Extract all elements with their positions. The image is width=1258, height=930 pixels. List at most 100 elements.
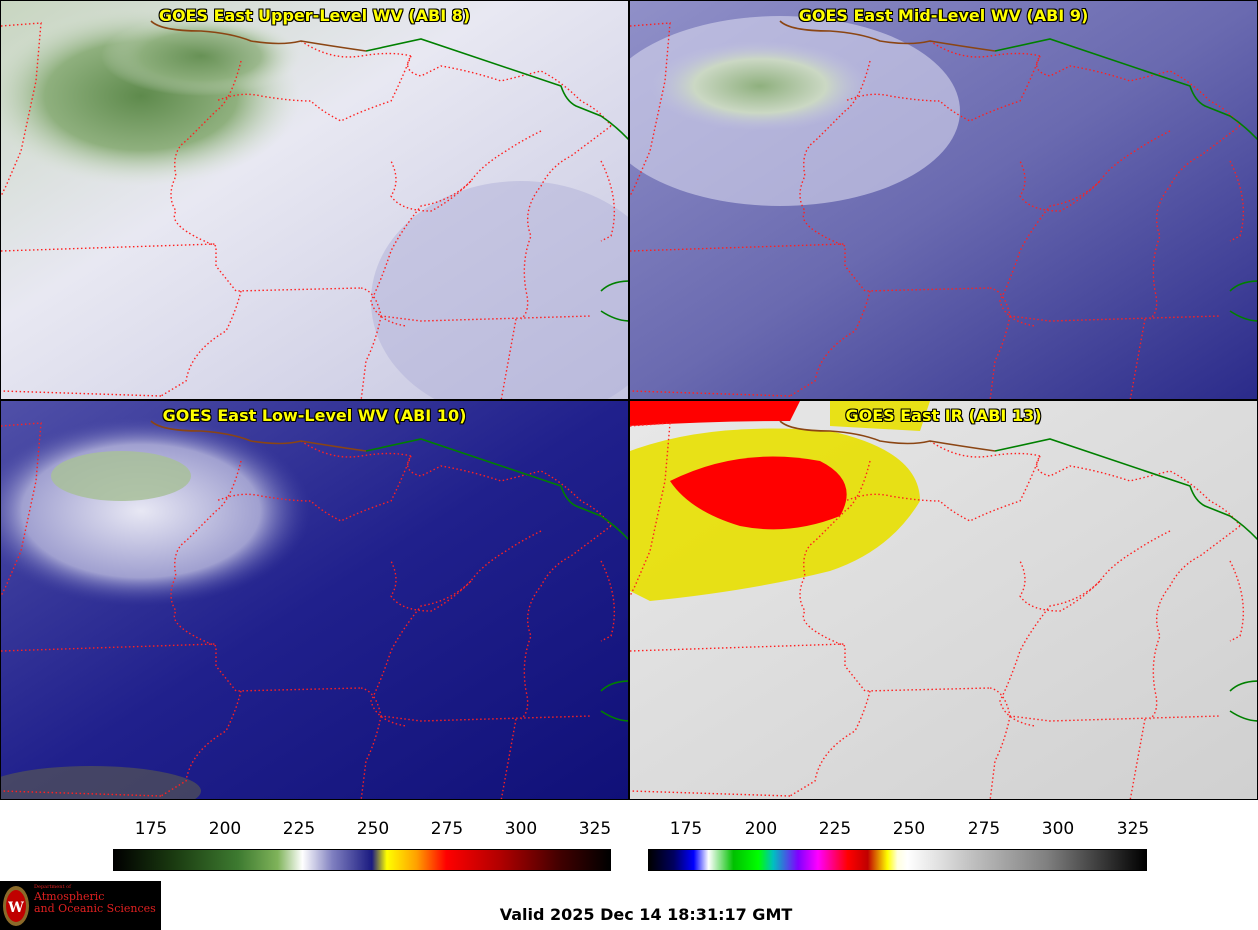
upper-level-wv-image — [1, 1, 628, 399]
boundary-line — [1229, 310, 1257, 322]
boundary-line — [1, 390, 162, 397]
colorbar-tick-label: 175 — [134, 819, 168, 839]
boundary-line — [170, 460, 362, 692]
ir-colorbar-gradient — [648, 849, 1147, 871]
boundary-line — [150, 20, 367, 52]
boundary-line — [630, 390, 791, 397]
boundary-line — [215, 55, 412, 122]
boundary-line — [799, 60, 991, 292]
colorbar-tick-label: 300 — [1041, 819, 1075, 839]
boundary-line — [999, 580, 1101, 727]
ir-image — [630, 401, 1257, 799]
boundary-line — [365, 38, 628, 141]
boundary-line — [1, 22, 42, 197]
boundary-line — [994, 438, 1257, 541]
boundary-line — [600, 680, 628, 692]
panel-title: GOES East IR (ABI 13) — [845, 406, 1042, 425]
panel-title: GOES East Low-Level WV (ABI 10) — [162, 406, 467, 425]
logo-line1: Atmospheric — [34, 890, 105, 903]
boundary-line — [630, 790, 791, 797]
boundary-line — [600, 280, 628, 292]
boundary-line — [1129, 318, 1146, 399]
boundary-line — [1, 790, 162, 797]
panel-title: GOES East Upper-Level WV (ABI 8) — [158, 6, 471, 25]
uw-crest-icon: W — [3, 886, 29, 926]
boundary-line — [500, 718, 517, 799]
boundary-line — [150, 420, 367, 452]
colorbar-tick-label: 250 — [356, 819, 390, 839]
boundary-line — [365, 438, 628, 541]
boundary-line — [600, 560, 616, 642]
boundary-line — [999, 180, 1101, 327]
colorbar-tick-label: 325 — [1116, 819, 1150, 839]
boundary-line — [799, 460, 991, 692]
boundary-line — [630, 422, 671, 597]
upper-level-wv-panel: GOES East Upper-Level WV (ABI 8) — [0, 0, 629, 400]
boundary-line — [520, 525, 612, 720]
colorbar-tick-label: 325 — [578, 819, 612, 839]
colorbar-tick-label: 200 — [208, 819, 242, 839]
colorbar-tick-label: 250 — [892, 819, 926, 839]
boundary-line — [390, 530, 542, 612]
boundary-line — [1129, 718, 1146, 799]
low-level-wv-image — [1, 401, 628, 799]
colorbar-tick-label: 225 — [818, 819, 852, 839]
wv-colorbar: 175 200 225 250 275 300 325 — [113, 815, 611, 873]
boundary-line — [844, 55, 1041, 122]
logo-small-text: Department of — [34, 884, 71, 890]
ir-panel: GOES East IR (ABI 13) — [629, 400, 1258, 800]
low-level-wv-panel: GOES East Low-Level WV (ABI 10) — [0, 400, 629, 800]
boundary-line — [300, 440, 612, 527]
colorbar-tick-label: 275 — [967, 819, 1001, 839]
boundary-line — [989, 315, 1011, 399]
wv-colorbar-ticks: 175 200 225 250 275 300 325 — [113, 815, 611, 841]
boundary-line — [929, 40, 1241, 127]
boundary-line — [1229, 710, 1257, 722]
boundary-line — [215, 455, 412, 522]
boundary-line — [779, 20, 996, 52]
boundary-line — [370, 580, 472, 727]
svg-text:W: W — [7, 900, 24, 916]
boundary-line — [1229, 160, 1245, 242]
boundary-line — [779, 420, 996, 452]
boundary-line — [1, 422, 42, 597]
boundary-line — [1149, 525, 1241, 720]
boundary-line — [1229, 280, 1257, 292]
boundary-line — [1019, 530, 1171, 612]
colorbar-tick-label: 275 — [430, 819, 464, 839]
ir-colorbar-ticks: 175 200 225 250 275 300 325 — [648, 815, 1150, 841]
boundary-line — [1019, 130, 1171, 212]
mid-level-wv-image — [630, 1, 1257, 399]
boundary-line — [370, 180, 472, 327]
boundary-line — [300, 40, 612, 127]
boundary-line — [390, 130, 542, 212]
boundary-line — [1229, 680, 1257, 692]
boundary-line — [1149, 125, 1241, 320]
boundary-line — [844, 455, 1041, 522]
panel-title: GOES East Mid-Level WV (ABI 9) — [798, 6, 1089, 25]
boundary-line — [170, 60, 362, 292]
boundary-line — [600, 710, 628, 722]
wv-colorbar-gradient — [113, 849, 611, 871]
boundary-line — [600, 310, 628, 322]
boundary-line — [600, 160, 616, 242]
boundary-line — [500, 318, 517, 399]
boundary-line — [520, 125, 612, 320]
ir-colorbar: 175 200 225 250 275 300 325 — [648, 815, 1150, 873]
colorbar-tick-label: 200 — [744, 819, 778, 839]
boundary-line — [360, 715, 382, 799]
colorbar-tick-label: 225 — [282, 819, 316, 839]
aos-logo: W Department of Atmospheric and Oceanic … — [0, 881, 161, 930]
mid-level-wv-panel: GOES East Mid-Level WV (ABI 9) — [629, 0, 1258, 400]
boundary-line — [929, 440, 1241, 527]
boundary-line — [994, 38, 1257, 141]
boundary-line — [989, 715, 1011, 799]
logo-text: Department of Atmospheric and Oceanic Sc… — [34, 884, 156, 915]
boundary-line — [630, 22, 671, 197]
colorbar-tick-label: 175 — [669, 819, 703, 839]
boundary-line — [360, 315, 382, 399]
valid-time: Valid 2025 Dec 14 18:31:17 GMT — [499, 905, 793, 924]
boundary-line — [1229, 560, 1245, 642]
logo-line2: and Oceanic Sciences — [34, 902, 156, 915]
colorbar-tick-label: 300 — [504, 819, 538, 839]
